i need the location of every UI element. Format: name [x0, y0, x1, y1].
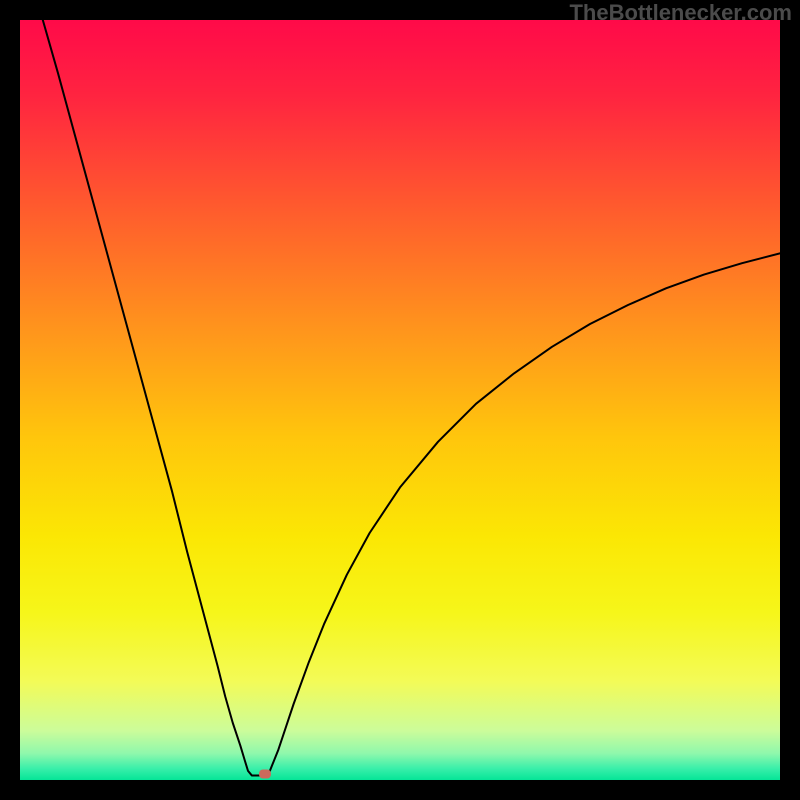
chart-container: TheBottlenecker.com	[0, 0, 800, 800]
plot-area	[20, 20, 780, 780]
chart-svg	[20, 20, 780, 780]
gradient-background	[20, 20, 780, 780]
watermark-text: TheBottlenecker.com	[569, 0, 792, 26]
recommended-marker	[259, 769, 271, 778]
